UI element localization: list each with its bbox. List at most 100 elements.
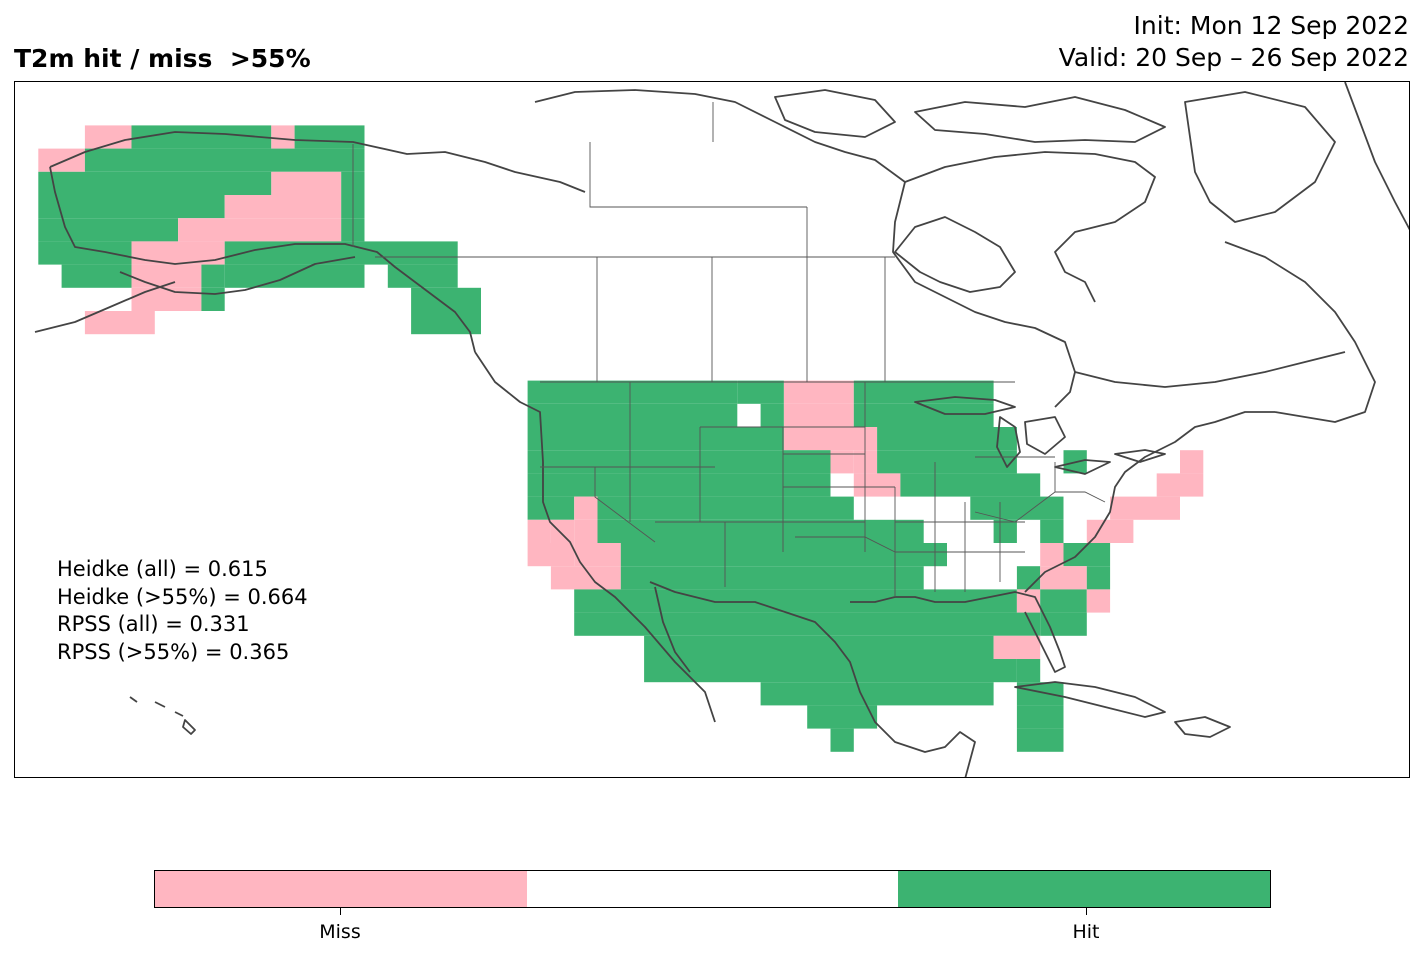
rpss-55: RPSS (>55%) = 0.365	[57, 639, 290, 664]
miss-cell	[1040, 566, 1087, 590]
hit-cell	[411, 311, 481, 335]
map-title: T2m hit / miss >55%	[14, 44, 311, 73]
hit-cell	[201, 287, 225, 311]
hit-cell	[387, 264, 458, 288]
hit-miss-map	[34, 82, 1409, 777]
miss-cell	[527, 519, 551, 543]
miss-cell	[38, 148, 85, 172]
hit-cell	[1016, 705, 1064, 729]
miss-cell	[224, 195, 342, 219]
hit-cell	[364, 241, 458, 265]
init-date: Init: Mon 12 Sep 2022	[1133, 11, 1409, 40]
colorbar-tick-hit	[1086, 908, 1087, 915]
hit-cell	[1016, 566, 1041, 590]
hit-cell	[38, 195, 225, 219]
hit-cell	[877, 427, 1017, 451]
hit-cell	[201, 264, 225, 288]
miss-cell	[131, 264, 202, 288]
hit-cell	[620, 543, 947, 567]
miss-cell	[853, 473, 901, 497]
colorbar-miss-segment	[155, 871, 527, 907]
skill-scores: Heidke (all) = 0.615 Heidke (>55%) = 0.6…	[57, 556, 308, 666]
hit-cell	[1016, 682, 1064, 706]
hit-cell	[807, 705, 878, 729]
hit-cell	[527, 403, 738, 427]
miss-cell	[84, 125, 132, 149]
miss-cell	[131, 241, 225, 265]
hit-cell	[38, 218, 179, 242]
heidke-all: Heidke (all) = 0.615	[57, 557, 268, 581]
miss-cell	[131, 287, 202, 311]
hit-cell	[411, 287, 481, 311]
colorbar-label-hit: Hit	[1072, 921, 1100, 943]
colorbar-hit-segment	[898, 871, 1271, 907]
hit-cell	[224, 264, 365, 288]
miss-cell	[830, 450, 854, 474]
map-panel	[14, 81, 1410, 778]
hit-cell	[527, 427, 784, 451]
hit-cell	[760, 403, 784, 427]
hit-cell	[38, 171, 272, 195]
miss-cell	[574, 543, 621, 567]
hit-cell	[527, 473, 831, 497]
hit-cell	[1086, 566, 1111, 590]
hit-cell	[527, 380, 738, 404]
hit-cell	[760, 682, 994, 706]
hit-cell	[1016, 659, 1041, 683]
miss-cell	[84, 311, 155, 335]
hit-cell	[877, 450, 1017, 474]
hit-cell	[1016, 728, 1064, 752]
forecast-dates: Init: Mon 12 Sep 2022 Valid: 20 Sep – 26…	[1059, 10, 1409, 74]
hit-cell	[737, 380, 784, 404]
hit-cell	[900, 473, 1041, 497]
hit-cell	[1040, 589, 1087, 613]
hit-cell	[597, 496, 854, 520]
miss-cell	[1086, 589, 1111, 613]
hit-cell	[1063, 543, 1111, 567]
colorbar-label-miss: Miss	[319, 921, 361, 943]
hit-cell	[644, 635, 994, 659]
miss-cell	[993, 635, 1041, 659]
miss-cell	[1086, 519, 1134, 543]
hit-cell	[574, 612, 1041, 636]
hit-cell	[84, 148, 365, 172]
colorbar-neutral-segment	[526, 871, 899, 907]
miss-cell	[574, 496, 598, 520]
hit-cell	[830, 728, 854, 752]
hit-cell	[993, 519, 1017, 543]
hit-cell	[1040, 519, 1064, 543]
miss-cell	[1040, 543, 1064, 567]
miss-cell	[271, 125, 295, 149]
hit-cell	[61, 264, 132, 288]
miss-cell	[271, 171, 342, 195]
hit-cell	[644, 659, 1017, 683]
hit-cell	[131, 125, 272, 149]
hit-cell	[620, 566, 924, 590]
colorbar-tick-miss	[340, 908, 341, 915]
colorbar	[154, 870, 1271, 908]
state-province-borders	[352, 102, 1106, 597]
miss-cell	[783, 403, 854, 427]
coastlines	[34, 82, 1409, 777]
heidke-55: Heidke (>55%) = 0.664	[57, 584, 308, 609]
hit-cell	[527, 450, 831, 474]
miss-cell	[1156, 473, 1204, 497]
miss-cell	[1110, 496, 1180, 520]
miss-cell	[574, 519, 598, 543]
miss-cell	[550, 519, 575, 543]
verification-cells	[38, 125, 1204, 752]
miss-cell	[550, 566, 621, 590]
valid-range: Valid: 20 Sep – 26 Sep 2022	[1058, 43, 1409, 72]
hit-cell	[853, 403, 994, 427]
miss-cell	[783, 427, 831, 451]
rpss-all: RPSS (all) = 0.331	[57, 612, 250, 636]
miss-cell	[1016, 589, 1041, 613]
miss-cell	[178, 218, 342, 242]
hit-cell	[970, 496, 1064, 520]
hit-cell	[224, 241, 365, 265]
hit-cell	[527, 496, 575, 520]
hit-cell	[294, 125, 365, 149]
miss-cell	[783, 380, 854, 404]
hit-cell	[38, 241, 132, 265]
miss-cell	[830, 427, 878, 451]
